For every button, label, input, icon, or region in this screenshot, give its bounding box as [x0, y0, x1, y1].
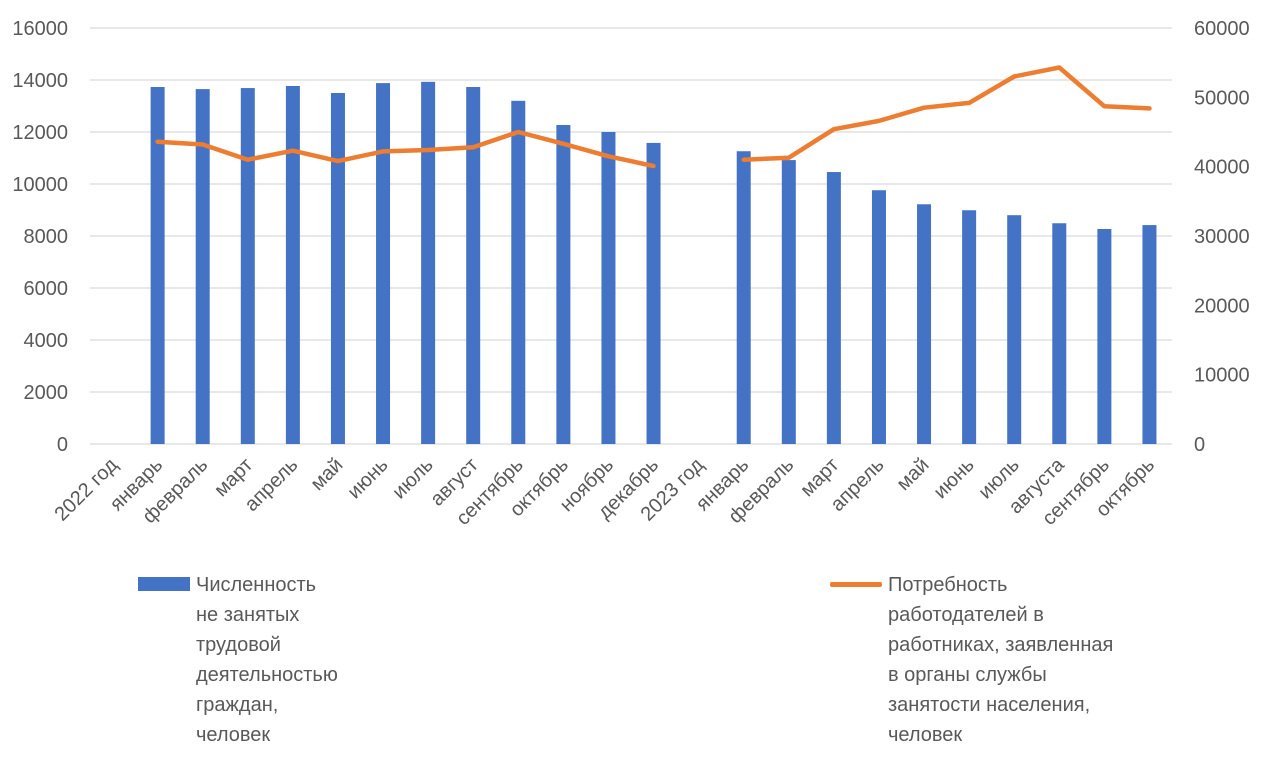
bar	[421, 81, 436, 444]
y-left-tick-label: 4000	[24, 330, 69, 352]
bar	[1052, 223, 1067, 444]
bar	[871, 190, 886, 444]
y-right-tick-label: 50000	[1194, 87, 1250, 109]
bar	[1007, 215, 1022, 444]
y-right-tick-label: 0	[1194, 434, 1205, 456]
bar	[781, 160, 796, 444]
bar	[1097, 228, 1112, 444]
y-left-tick-label: 2000	[24, 382, 69, 404]
x-tick-label: июнь	[343, 454, 392, 503]
y-left-tick-label: 12000	[12, 122, 68, 144]
y-left-tick-label: 14000	[12, 70, 68, 92]
bar	[150, 87, 165, 445]
left-axis-ticks: 0 2000 4000 6000 8000 10000 12000 14000 16000	[12, 18, 68, 456]
x-tick-label: май	[893, 454, 934, 495]
y-right-tick-label: 30000	[1194, 226, 1250, 248]
line-segment	[155, 129, 656, 169]
bar	[466, 87, 481, 445]
y-right-tick-label: 60000	[1194, 18, 1250, 40]
legend-bar-swatch	[138, 577, 190, 591]
legend-line-label: Потребность работодателей в работниках, …	[888, 574, 1114, 746]
bar	[736, 151, 751, 445]
x-tick-label: 2022 год	[50, 454, 122, 526]
bar	[646, 142, 661, 445]
bar	[917, 204, 932, 444]
x-tick-label: май	[306, 454, 347, 495]
legend-line-swatch	[830, 582, 882, 587]
gridlines	[90, 27, 1172, 445]
y-left-tick-label: 16000	[12, 18, 68, 40]
y-right-tick-label: 10000	[1194, 365, 1250, 387]
y-right-tick-label: 20000	[1194, 295, 1250, 317]
line-series	[155, 65, 1152, 169]
bar	[330, 93, 345, 444]
y-right-tick-label: 40000	[1194, 157, 1250, 179]
bar	[601, 132, 616, 444]
bar	[962, 210, 977, 444]
bar	[285, 85, 300, 444]
y-left-tick-label: 10000	[12, 174, 68, 196]
line-segment	[741, 65, 1152, 162]
y-left-tick-label: 6000	[24, 278, 69, 300]
legend-bar-label: Численность не занятых трудовой деятельн…	[196, 574, 338, 746]
x-tick-label: июнь	[929, 454, 978, 503]
y-left-tick-label: 0	[57, 434, 68, 456]
right-axis-ticks: 0 10000 20000 30000 40000 50000 60000	[1194, 18, 1250, 456]
bar	[376, 83, 391, 445]
bar	[1142, 225, 1157, 444]
bar	[195, 89, 210, 444]
bar	[826, 172, 841, 445]
bar-series	[150, 81, 1157, 445]
bar	[556, 124, 571, 444]
bar	[511, 100, 526, 445]
bar	[240, 88, 255, 444]
y-left-tick-label: 8000	[24, 226, 69, 248]
